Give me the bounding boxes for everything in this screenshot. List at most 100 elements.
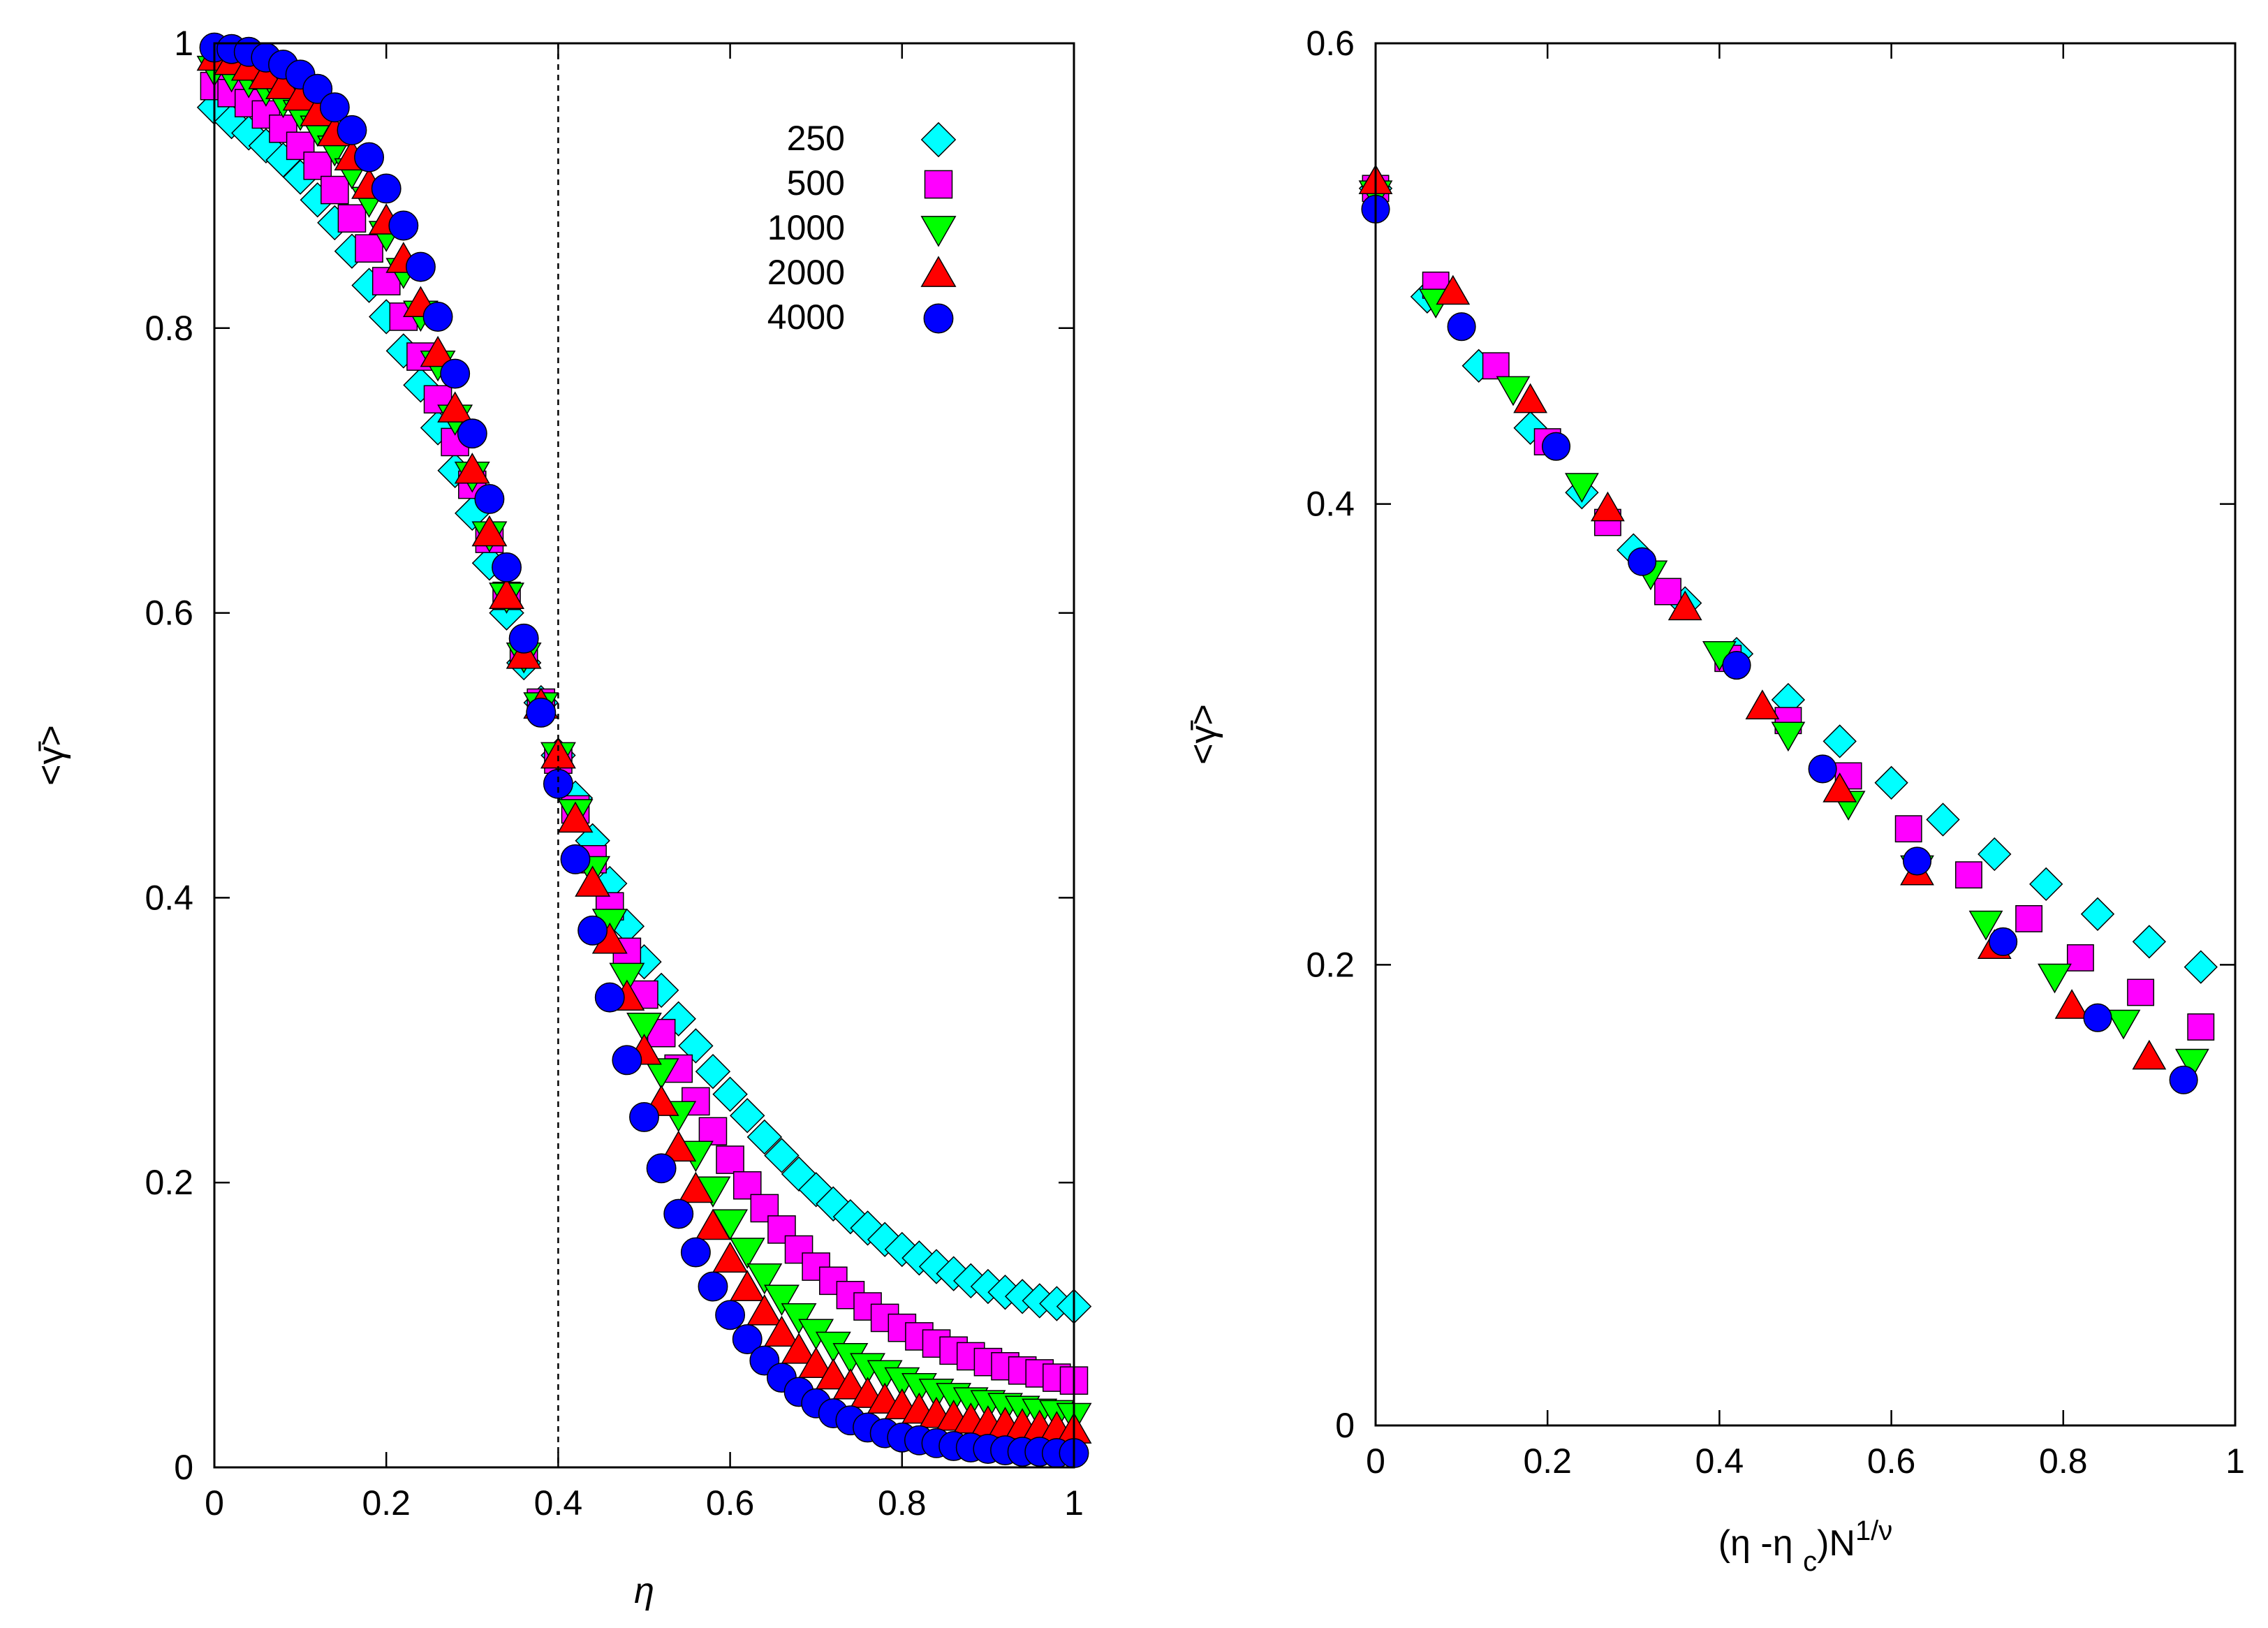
left-markers [196,32,1092,1469]
left-axes [213,42,1075,1469]
data-point-4000 [612,1045,642,1076]
legend-marker-2000 [920,256,957,287]
data-point-4000 [543,768,573,799]
data-point-2000 [1667,590,1702,621]
data-point-2000 [781,1333,817,1364]
data-point-2000 [661,1130,697,1162]
y-tick-label: 0.8 [145,309,193,348]
data-point-1000 [2038,963,2072,994]
data-point-500 [2066,944,2094,971]
data-point-2000 [2132,1039,2167,1070]
data-point-1000 [2106,1009,2141,1040]
data-point-1000 [729,1238,765,1269]
x-tick-label: 0.2 [362,1483,411,1523]
data-point-2000 [695,1208,731,1240]
right-markers [1358,164,2218,1094]
data-point-250 [2080,897,2115,931]
data-point-2000 [1745,689,1780,719]
data-point-4000 [1902,846,1932,876]
right-text: 0 0.2 0.4 0.6 0.8 1 0 0.2 0.4 0.6 (η -η c)N1/ν <γ̄> [1183,24,2245,1577]
data-point-2000 [1591,491,1625,522]
y-axis-label: <γ̄> [1183,704,1223,765]
y-tick-label: 0.4 [1306,485,1355,524]
data-point-2000 [420,335,456,367]
data-point-250 [730,1098,765,1134]
x-tick-label: 0.6 [706,1483,755,1523]
legend-label: 250 [787,119,845,158]
data-point-4000 [732,1324,763,1354]
y-tick-label: 0.2 [1306,945,1355,984]
x-axis-label: (η -η c)N1/ν [1718,1516,1893,1577]
data-point-250 [712,1076,748,1112]
x-tick-label: 0.6 [1867,1442,1916,1481]
data-point-2000 [489,578,524,609]
x-tick-label: 0 [1366,1442,1385,1481]
data-point-250 [2184,950,2218,984]
y-tick-label: 0.2 [145,1163,193,1202]
data-point-2000 [712,1241,749,1273]
data-point-2000 [454,453,490,484]
y-axis-label: <γ̄> [31,725,71,786]
data-point-500 [355,234,383,263]
legend-label: 2000 [767,253,845,292]
x-tick-label: 0.8 [878,1483,927,1523]
data-point-500 [698,1117,728,1146]
data-point-4000 [371,173,402,204]
data-point-4000 [577,915,608,946]
data-point-2000 [471,515,508,547]
legend-marker-4000 [923,303,954,334]
plot-frame [1374,42,2237,1427]
x-tick-label: 1 [1064,1483,1084,1523]
data-point-2000 [1513,383,1547,413]
data-point-4000 [680,1237,711,1268]
data-point-1000 [2175,1048,2209,1079]
data-point-500 [2127,978,2155,1006]
x-tick-label: 0.4 [534,1483,583,1523]
legend-label: 1000 [767,208,845,247]
data-point-500 [321,175,349,205]
data-point-1000 [764,1284,800,1317]
data-point-4000 [388,210,419,241]
data-point-2000 [815,1358,851,1390]
legend-marker-250 [920,122,957,158]
data-point-4000 [319,92,350,123]
data-point-4000 [715,1300,746,1330]
data-point-4000 [1722,651,1751,680]
data-point-1000 [626,1013,662,1044]
data-point-250 [1926,802,1960,837]
data-point-4000 [663,1198,694,1229]
data-point-4000 [698,1271,728,1302]
x-tick-label: 0.2 [1523,1442,1572,1481]
data-point-500 [1482,352,1510,380]
data-point-4000 [422,302,453,332]
legend-marker-500 [924,170,953,199]
data-point-2000 [1436,274,1471,305]
data-point-500 [716,1145,744,1174]
data-point-250 [746,1119,783,1155]
legend-label: 4000 [767,298,845,337]
data-point-500 [337,204,367,233]
data-point-2000 [557,801,594,833]
x-tick-label: 0 [205,1483,224,1523]
data-point-4000 [302,73,333,104]
left-text: 0 0.2 0.4 0.6 0.8 1 0 0.2 0.4 0.6 0.8 1 η <γ̄> [31,24,1084,1611]
data-point-2000 [677,1171,714,1203]
data-point-4000 [1541,432,1571,461]
data-point-4000 [508,623,539,654]
x-tick-label: 0.8 [2039,1442,2088,1481]
plot-frame [213,42,1075,1469]
data-point-4000 [594,982,625,1013]
data-point-4000 [1628,547,1657,576]
data-point-500 [1954,861,1982,889]
right-axes [1374,42,2237,1427]
data-point-4000 [440,358,471,389]
right-panel: 0 0.2 0.4 0.6 0.8 1 0 0.2 0.4 0.6 (η -η c)N1/ν <γ̄> [1183,24,2245,1577]
data-point-1000 [1496,376,1531,406]
data-point-500 [2187,1013,2215,1041]
x-axis-label: η [634,1571,654,1611]
data-point-4000 [629,1101,659,1132]
data-point-250 [884,1231,920,1268]
data-point-4000 [2169,1065,2198,1094]
data-point-2000 [2054,989,2089,1019]
data-point-250 [764,1138,800,1173]
